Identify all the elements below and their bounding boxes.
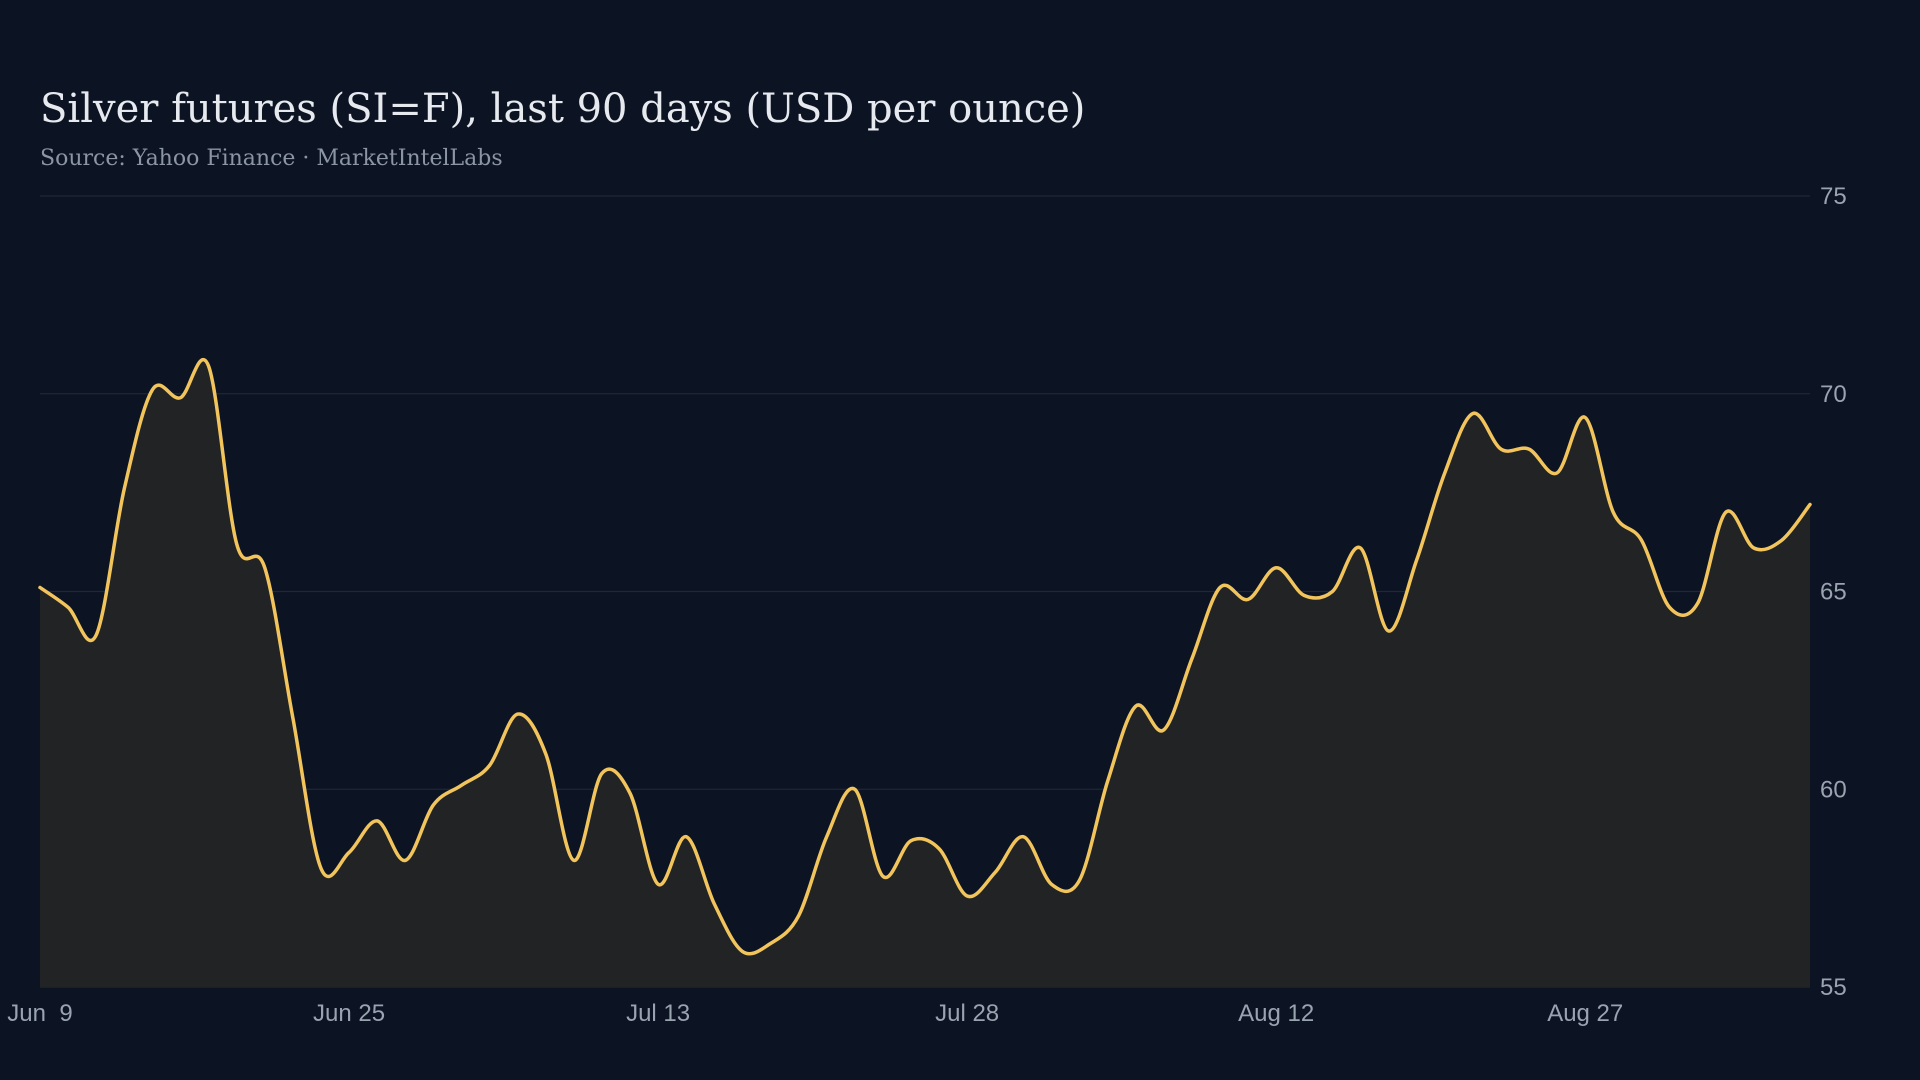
area-fill-group	[40, 359, 1810, 988]
chart-subtitle: Source: Yahoo Finance · MarketIntelLabs	[40, 146, 503, 171]
y-tick-label: 55	[1820, 974, 1847, 1001]
y-tick-label: 60	[1820, 776, 1847, 803]
x-tick-label: Jun 9	[7, 1000, 72, 1027]
x-axis-ticks: Jun 9 Jun 25 Jul 13 Jul 28 Aug 12 Aug 27	[7, 1000, 1623, 1027]
y-axis-ticks: 55 60 65 70 75	[1820, 183, 1847, 1001]
y-tick-label: 65	[1820, 579, 1847, 606]
y-tick-label: 75	[1820, 183, 1847, 210]
x-tick-label: Aug 27	[1547, 1000, 1623, 1027]
y-tick-label: 70	[1820, 381, 1847, 408]
chart-title: Silver futures (SI=F), last 90 days (USD…	[40, 86, 1086, 132]
series-line	[38, 357, 1812, 956]
x-tick-label: Jul 13	[626, 1000, 690, 1027]
x-tick-label: Jun 25	[313, 1000, 385, 1027]
series-line-group	[38, 357, 1812, 956]
x-tick-label: Jul 28	[935, 1000, 999, 1027]
series-area	[40, 359, 1810, 988]
x-tick-label: Aug 12	[1238, 1000, 1314, 1027]
